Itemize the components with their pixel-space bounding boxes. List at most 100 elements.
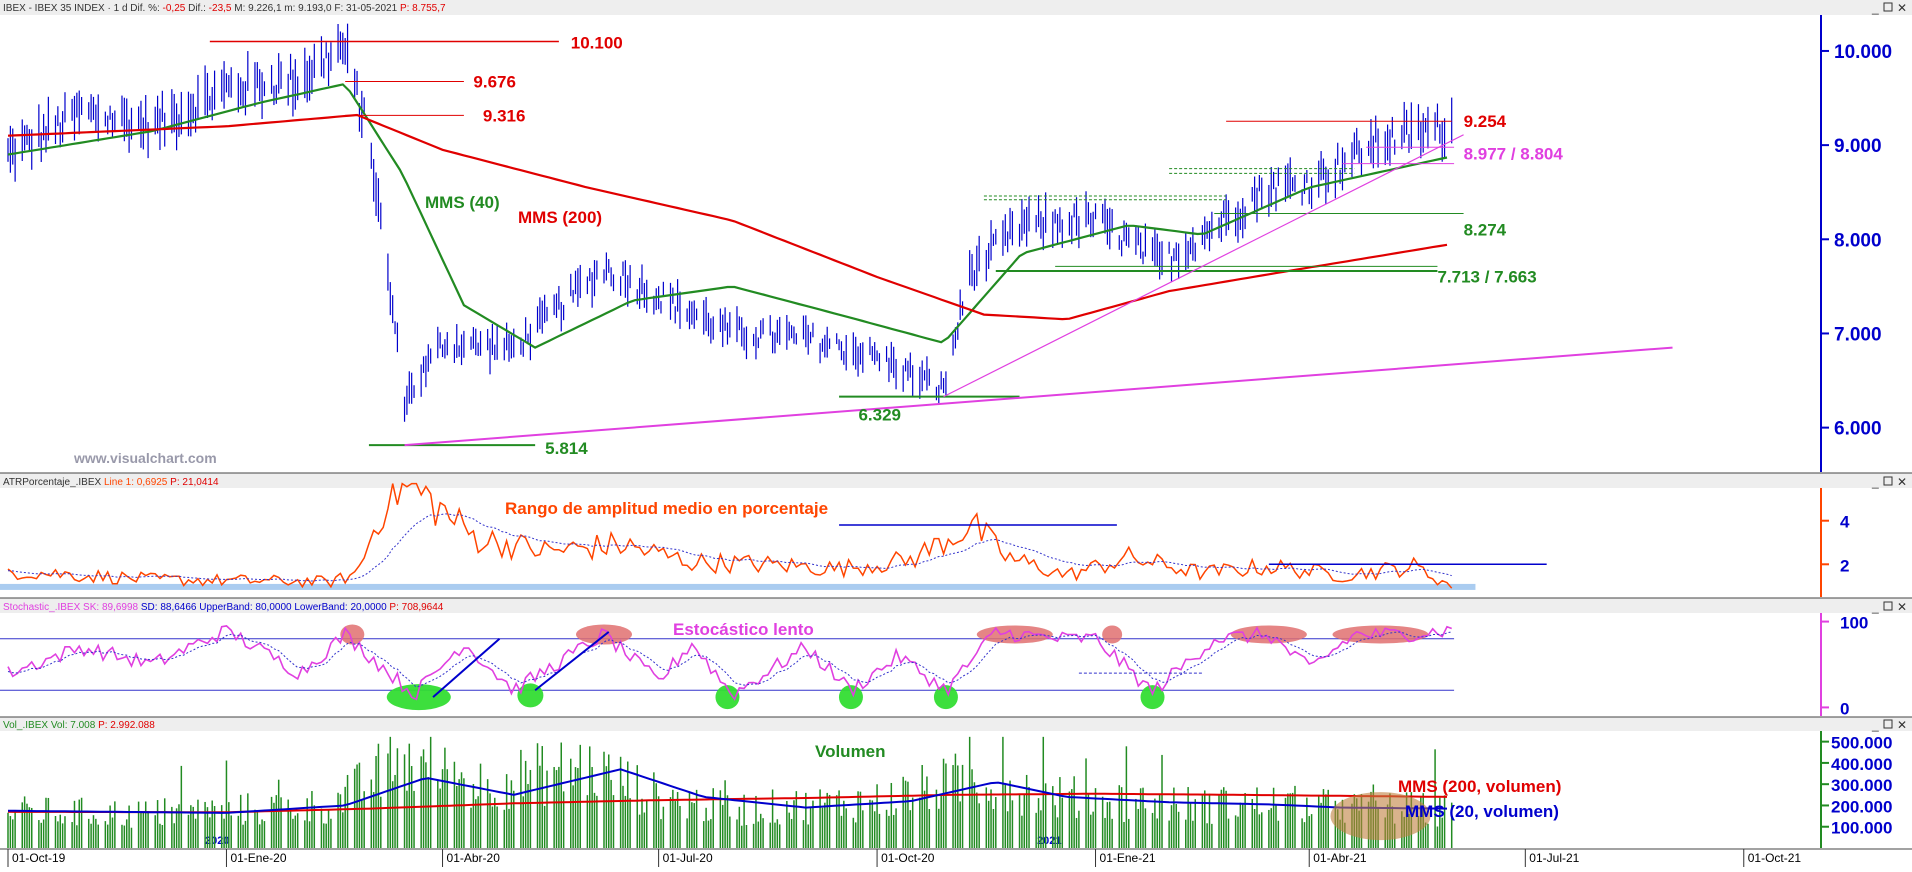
header-panel-price: IBEX - IBEX 35 INDEX · 1 d Dif. %: -0,25… [3, 3, 446, 14]
stoch-sd-line [7, 631, 1452, 688]
hdr2-name: ATRPorcentaje_.IBEX [3, 477, 102, 488]
hdr1-difpct-label: Dif. %: [130, 3, 159, 14]
hdr3-lower: LowerBand: 20,0000 [294, 602, 387, 613]
watermark: www.visualchart.com [73, 450, 217, 466]
header-panel-atr: ATRPorcentaje_.IBEX Line 1: 0,6925 P: 21… [3, 477, 219, 488]
hdr4-vol: Vol: 7.008 [51, 720, 96, 731]
close-icon[interactable]: ✕ [1897, 475, 1907, 489]
atr-y-tick-label-1: 4 [1840, 513, 1850, 532]
atr-y-tick-label-0: 2 [1840, 556, 1849, 575]
hdr1-price: P: 8.755,7 [400, 3, 446, 14]
svg-text:Stochastic_.IBEX SK: 89,6998: Stochastic_.IBEX SK: 89,6998 SD: 88,6466… [3, 602, 444, 613]
minimize-icon[interactable]: _ [1871, 600, 1879, 614]
hdr2-line: Line 1: 0,6925 [104, 477, 168, 488]
vol-y-tick-label-4: 500.000 [1831, 734, 1892, 753]
close-icon[interactable]: ✕ [1897, 1, 1907, 15]
hdr4-name: Vol_.IBEX [3, 720, 48, 731]
hdr3-sd: SD: 88,6466 [141, 602, 197, 613]
panel1-controls[interactable]: _ ✕ [1871, 1, 1907, 15]
x-tick-label-1: 01-Ene-20 [230, 851, 286, 865]
atr-signal-line [7, 513, 1452, 582]
x-tick-label-2: 01-Abr-20 [447, 851, 501, 865]
level-label-6: 7.713 / 7.663 [1437, 267, 1536, 286]
hdr1-dif: -23,5 [209, 3, 232, 14]
hdr2-price: P: 21,0414 [170, 477, 219, 488]
level-label-3: 9.254 [1464, 112, 1507, 131]
x-tick-label-7: 01-Jul-21 [1529, 851, 1579, 865]
level-label-2: 9.316 [483, 106, 526, 125]
vol-y-tick-label-2: 300.000 [1831, 776, 1892, 795]
header-panel-stoch: Stochastic_.IBEX SK: 89,6998 SD: 88,6466… [3, 602, 444, 613]
hdr1-interval: 1 d [114, 3, 128, 14]
hdr3-name: Stochastic_.IBEX [3, 602, 81, 613]
minimize-icon[interactable]: _ [1871, 1, 1879, 15]
minimize-icon[interactable]: _ [1871, 475, 1879, 489]
level-label-8: 5.814 [545, 439, 588, 458]
stoch-oversold-marker [715, 685, 740, 710]
price-y-tick-label-3: 9.000 [1834, 136, 1882, 157]
hdr4-price: P: 2.992.088 [98, 720, 155, 731]
price-y-tick-label-4: 10.000 [1834, 42, 1892, 63]
stoch-sk-line [7, 625, 1452, 701]
stoch-y-tick-label-0: 0 [1840, 699, 1849, 718]
atr-base-band [0, 583, 1476, 590]
vol-title: Volumen [815, 742, 886, 761]
atr-title: Rango de amplitud medio en porcentaje [505, 499, 828, 518]
stoch-divergence-line [534, 631, 610, 692]
hdr1-date: F: 31-05-2021 [334, 3, 397, 14]
maximize-icon[interactable] [1883, 719, 1893, 729]
stoch-oversold-marker [933, 685, 958, 710]
stoch-oversold-marker [1140, 685, 1165, 710]
level-label-1: 9.676 [473, 72, 516, 91]
stoch-title: Estocástico lento [673, 620, 814, 639]
panel3-controls[interactable]: _ ✕ [1871, 600, 1907, 614]
atr-line [7, 482, 1453, 589]
minimize-icon[interactable]: _ [1871, 718, 1879, 732]
mms40-line [7, 83, 1448, 349]
hdr1-name: IBEX - IBEX 35 INDEX [3, 3, 105, 14]
svg-text:Vol_.IBEX Vol: 7.008 P: 2.99: Vol_.IBEX Vol: 7.008 P: 2.992.088 [3, 720, 155, 731]
stoch-overbought-marker [1332, 625, 1429, 644]
x-tick-label-0: 01-Oct-19 [12, 851, 66, 865]
stoch-overbought-marker [1102, 625, 1123, 644]
hdr3-sk: SK: 89,6998 [83, 602, 138, 613]
svg-text:IBEX - IBEX 35 INDEX · 1 d Di: IBEX - IBEX 35 INDEX · 1 d Dif. %: -0,25… [3, 3, 446, 14]
hdr3-upper: UpperBand: 80,0000 [199, 602, 292, 613]
panel2-controls[interactable]: _ ✕ [1871, 475, 1907, 489]
level-label-4: 8.977 / 8.804 [1464, 144, 1564, 163]
price-y-tick-label-0: 6.000 [1834, 419, 1882, 440]
annotation-vol-mms200: MMS (200, volumen) [1398, 777, 1561, 796]
x-tick-label-8: 01-Oct-21 [1748, 851, 1802, 865]
close-icon[interactable]: ✕ [1897, 600, 1907, 614]
level-label-5: 8.274 [1464, 220, 1507, 239]
level-label-0: 10.100 [571, 34, 623, 53]
close-icon[interactable]: ✕ [1897, 718, 1907, 732]
hdr1-min: m: 9.193,0 [284, 3, 332, 14]
maximize-icon[interactable] [1883, 476, 1893, 486]
hdr3-price: P: 708,9644 [389, 602, 443, 613]
hdr1-dif-label: Dif.: [188, 3, 206, 14]
vol-y-tick-label-0: 100.000 [1831, 819, 1892, 838]
maximize-icon[interactable] [1883, 2, 1893, 12]
annotation-mms40: MMS (40) [425, 193, 500, 212]
trendline-short [943, 134, 1464, 398]
stoch-overbought-marker [976, 625, 1053, 644]
stoch-oversold-marker [838, 685, 863, 710]
x-tick-label-4: 01-Oct-20 [881, 851, 935, 865]
vol-y-tick-label-3: 400.000 [1831, 755, 1892, 774]
header-panel-vol: Vol_.IBEX Vol: 7.008 P: 2.992.088 [3, 720, 155, 731]
annotation-vol-mms20: MMS (20, volumen) [1405, 802, 1559, 821]
maximize-icon[interactable] [1883, 601, 1893, 611]
vol-y-tick-label-1: 200.000 [1831, 797, 1892, 816]
x-tick-label-3: 01-Jul-20 [663, 851, 713, 865]
svg-text:ATRPorcentaje_.IBEX Line 1: 0: ATRPorcentaje_.IBEX Line 1: 0,6925 P: 21… [3, 477, 219, 488]
hdr1-max: M: 9.226,1 [234, 3, 282, 14]
x-tick-label-6: 01-Abr-21 [1313, 851, 1367, 865]
x-tick-label-5: 01-Ene-21 [1100, 851, 1156, 865]
annotation-mms200: MMS (200) [518, 208, 602, 227]
price-y-tick-label-1: 7.000 [1834, 324, 1882, 345]
vol-mms20-line [8, 768, 1448, 814]
panel4-controls[interactable]: _ ✕ [1871, 718, 1907, 732]
